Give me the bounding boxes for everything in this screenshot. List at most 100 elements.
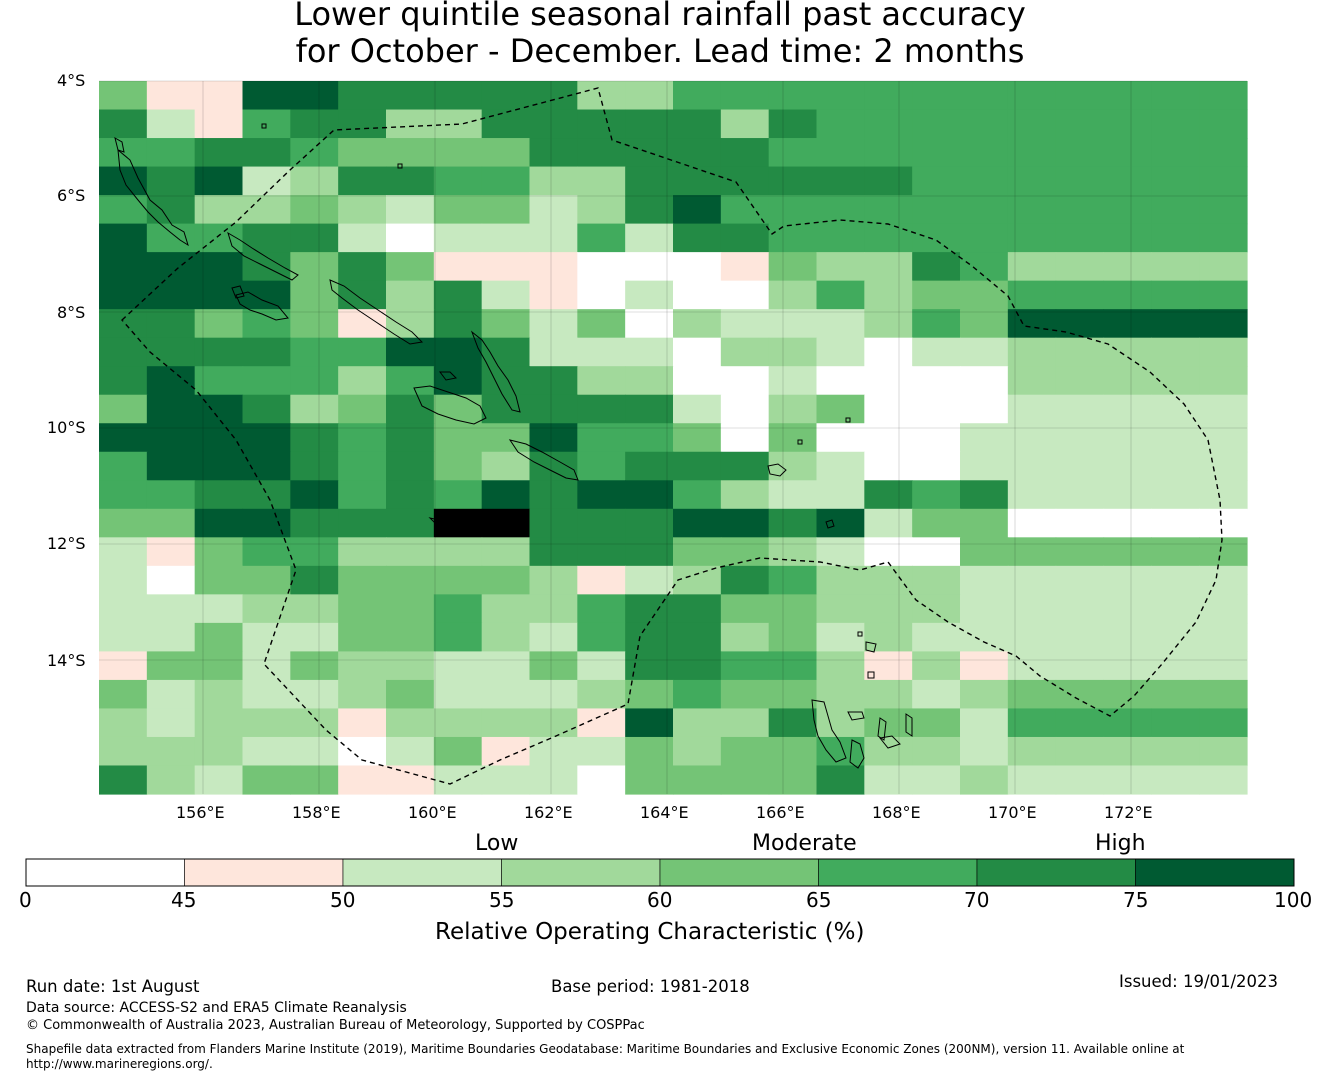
grid-cell (720, 223, 770, 253)
grid-cell (194, 394, 244, 424)
grid-cell (338, 736, 387, 767)
grid-cell (577, 565, 626, 595)
grid-cell (99, 309, 148, 339)
colorbar-bin (501, 858, 661, 887)
grid-cell (386, 223, 435, 253)
grid-cell (1151, 252, 1200, 282)
grid-cell (529, 508, 578, 538)
grid-cell (1055, 537, 1105, 567)
grid-cell (577, 451, 626, 481)
colorbar-title: Relative Operating Characteristic (%) (435, 919, 865, 945)
grid-cell (673, 109, 722, 139)
grid-cell (1199, 451, 1248, 481)
grid-cell (99, 81, 148, 111)
grid-cell (99, 337, 148, 367)
grid-cell (481, 166, 531, 196)
grid-cell (99, 480, 148, 510)
grid-cell (1103, 765, 1152, 795)
grid-cell (960, 366, 1009, 396)
grid-cell (481, 337, 531, 367)
grid-cell (433, 708, 483, 738)
grid-cell (577, 423, 626, 453)
grid-cell (1055, 565, 1105, 595)
grid-cell (1151, 223, 1200, 253)
grid-cell (673, 81, 722, 111)
solomon-islands-eez (121, 87, 1223, 785)
grid-cell (912, 423, 961, 453)
grid-cell (720, 622, 770, 652)
grid-cell (673, 736, 722, 767)
grid-cell (864, 480, 913, 510)
grid-cell (290, 480, 339, 510)
grid-cell (1151, 166, 1200, 196)
grid-cell (386, 679, 435, 710)
grid-cell (673, 508, 722, 538)
grid-cell (912, 594, 961, 624)
grid-cell (673, 166, 722, 196)
grid-cell (194, 81, 244, 111)
grid-cell (1199, 280, 1248, 310)
grid-cell (481, 651, 531, 681)
grid-cell (673, 480, 722, 510)
grid-cell (1199, 252, 1248, 282)
grid-cell (816, 109, 865, 139)
grid-cell (290, 195, 339, 225)
grid-cell (529, 537, 578, 567)
island-malekula (849, 739, 865, 769)
grid-cell (960, 109, 1009, 139)
grid-cell (768, 109, 818, 139)
grid-cell (816, 337, 865, 367)
grid-cell (816, 708, 865, 738)
grid-cell (242, 765, 291, 795)
grid-cell (816, 394, 865, 424)
shapefile-url: http://www.marineregions.org/. (26, 1057, 213, 1071)
grid-cell (290, 337, 339, 367)
grid-cell (720, 366, 770, 396)
grid-cell (529, 651, 578, 681)
grid-cell (338, 451, 387, 481)
grid-cell (338, 394, 387, 424)
grid-cell (720, 81, 770, 111)
grid-cell (99, 394, 148, 424)
grid-cell (1199, 480, 1248, 510)
grid-cell (386, 280, 435, 310)
grid-cell (1199, 679, 1248, 710)
grid-cell (481, 708, 531, 738)
grid-cell (720, 679, 770, 710)
grid-cell (768, 309, 818, 339)
grid-cell (1007, 109, 1057, 139)
grid-cell (1007, 594, 1057, 624)
grid-cell (625, 451, 674, 481)
grid-cell (577, 708, 626, 738)
grid-cell (529, 109, 578, 139)
lon-label-172e: 172°E (1104, 803, 1153, 822)
lon-label-156e: 156°E (176, 803, 225, 822)
grid-cell (912, 765, 961, 795)
grid-cell (864, 394, 913, 424)
grid-cell (720, 765, 770, 795)
grid-cell (960, 765, 1009, 795)
grid-cell (99, 223, 148, 253)
grid-cell (960, 280, 1009, 310)
grid-cell (912, 451, 961, 481)
grid-cell (864, 138, 913, 168)
grid-cell (529, 736, 578, 767)
grid-cell (625, 337, 674, 367)
grid-cell (1007, 166, 1057, 196)
grid-cell (577, 81, 626, 111)
grid-cell (864, 309, 913, 339)
grid-cell (1055, 736, 1105, 767)
grid-cell (1151, 679, 1200, 710)
grid-cell (625, 166, 674, 196)
colorbar (25, 858, 1295, 887)
grid-cell (816, 508, 865, 538)
grid-cell (146, 537, 196, 567)
grid-cell (481, 309, 531, 339)
grid-cell (529, 480, 578, 510)
shapefile-credit: Shapefile data extracted from Flanders M… (26, 1042, 1185, 1056)
grid-cell (386, 565, 435, 595)
grid-cell (1103, 166, 1152, 196)
grid-cell (1007, 736, 1057, 767)
lat-label-8s: 8°S (57, 303, 86, 322)
eez-boundaries (121, 87, 1223, 785)
